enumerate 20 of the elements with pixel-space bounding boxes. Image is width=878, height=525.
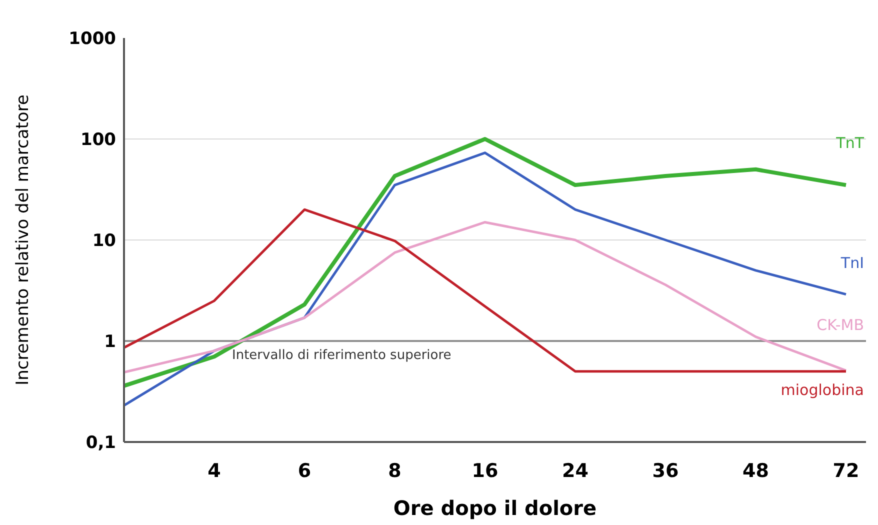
x-axis-title: Ore dopo il dolore [393,496,597,520]
series-label: CK-MB [816,316,864,334]
x-tick-label: 36 [652,460,679,482]
y-tick-label: 0,1 [86,432,116,453]
series-label: TnI [840,254,864,272]
y-tick-label: 1000 [68,28,116,49]
x-tick-label: 8 [388,460,402,482]
y-axis-title: Incremento relativo del marcatore [13,94,33,386]
x-tick-label: 4 [208,460,221,482]
series-label: mioglobina [780,381,864,399]
x-tick-label: 72 [832,460,860,482]
x-tick-label: 24 [562,460,588,482]
ref-line-label: Intervallo di riferimento superiore [232,348,452,363]
x-tick-label: 6 [298,460,312,482]
y-tick-label: 1 [104,332,116,352]
y-tick-label: 10 [92,230,116,251]
x-tick-label: 48 [742,460,769,482]
y-tick-label: 100 [80,130,116,150]
x-tick-label: 16 [472,460,498,482]
text: TnT [835,134,865,152]
